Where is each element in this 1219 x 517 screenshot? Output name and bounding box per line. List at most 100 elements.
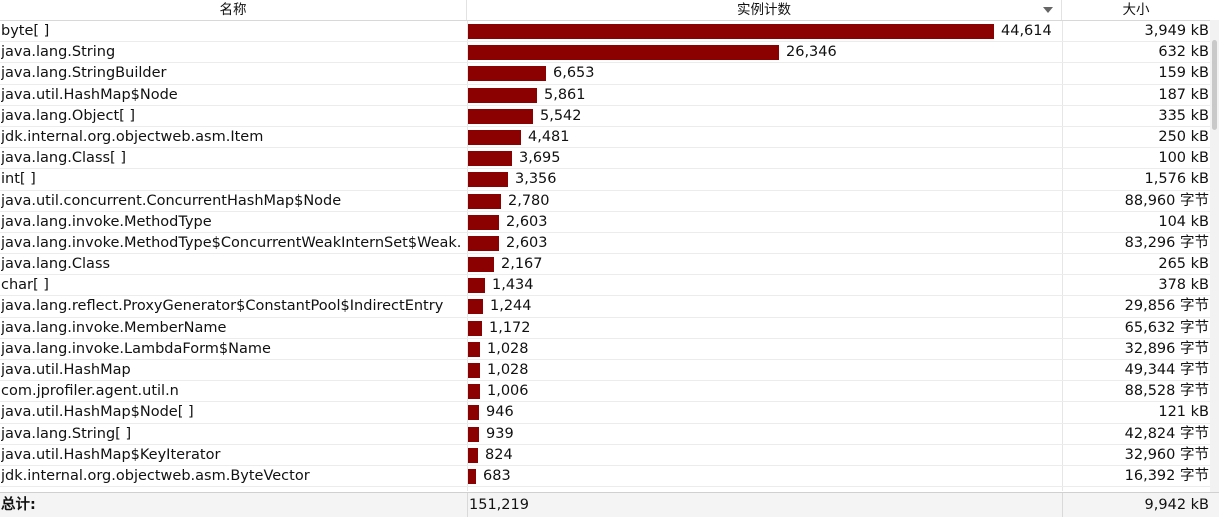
table-row[interactable]: jdk.internal.org.objectweb.asm.Item 4,481… [0,127,1210,149]
class-name: java.lang.invoke.MemberName [1,319,227,336]
column-header-count-label: 实例计数 [737,2,791,18]
table-row[interactable]: java.util.concurrent.ConcurrentHashMap$N… [0,191,1210,212]
class-name: java.util.HashMap$Node[ ] [1,404,194,421]
instance-count-bar [468,24,994,39]
table-row[interactable]: com.jprofiler.agent.util.n 1,006 88,528 字节 [0,381,1210,403]
table-row[interactable]: java.lang.reflect.ProxyGenerator$Constan… [0,296,1210,318]
class-name: byte[ ] [1,23,50,39]
instance-table-body: byte[ ] 44,614 3,949 kB java.lang.String 26,… [0,21,1210,491]
instance-count-bar [468,341,480,357]
table-row[interactable]: java.util.HashMap$KeyIterator 824 32,960 字… [0,445,1210,466]
vertical-scrollbar[interactable] [1210,20,1219,492]
instance-count-value: 2,603 [506,213,548,230]
table-row[interactable]: java.lang.String[ ] 939 42,824 字节 [0,424,1210,445]
class-name: jdk.internal.org.objectweb.asm.ByteVecto… [1,467,310,484]
size-value: 121 kB [1158,404,1209,421]
class-name: java.lang.Class [1,256,111,273]
instance-count-bar [468,320,482,336]
size-value: 65,632 字节 [1124,319,1209,336]
instance-count-bar [468,405,479,421]
table-row[interactable]: java.lang.invoke.MethodType$ConcurrentWe… [0,233,1210,255]
size-value: 335 kB [1158,107,1209,124]
table-row[interactable]: java.lang.Object[ ] 5,542 335 kB [0,106,1210,127]
size-value: 187 kB [1158,86,1209,103]
instance-count-bar [468,214,499,230]
size-value: 104 kB [1158,213,1209,230]
instance-count-bar [468,129,521,145]
class-name: java.util.HashMap$Node [1,86,178,103]
column-header-instance-count[interactable]: 实例计数 [467,0,1062,20]
table-row[interactable]: java.lang.Class 2,167 265 kB [0,254,1210,276]
size-value: 32,896 字节 [1124,340,1209,357]
table-row[interactable]: java.lang.Class[ ] 3,695 100 kB [0,148,1210,170]
instance-count-value: 946 [486,404,514,421]
table-row[interactable]: int[ ] 3,356 1,576 kB [0,169,1210,191]
instance-count-value: 3,356 [515,171,557,188]
instance-count-value: 2,603 [506,234,548,251]
size-value: 42,824 字节 [1124,425,1209,442]
class-name: java.lang.String [1,44,116,61]
totals-count: 151,219 [469,497,529,513]
class-name: com.jprofiler.agent.util.n [1,383,179,400]
instance-count-bar [468,66,546,82]
instance-count-value: 1,244 [490,298,532,315]
size-value: 3,949 kB [1144,23,1209,39]
table-row[interactable]: java.util.HashMap$Node 5,861 187 kB [0,85,1210,106]
class-name: java.lang.Object[ ] [1,107,136,124]
class-name: char[ ] [1,277,49,294]
size-value: 83,296 字节 [1124,234,1209,251]
size-value: 16,392 字节 [1124,467,1209,484]
instance-count-value: 1,434 [492,277,534,294]
column-header-size[interactable]: 大小 [1062,0,1210,20]
column-header-size-label: 大小 [1122,2,1150,18]
table-row[interactable]: java.lang.StringBuilder 6,653 159 kB [0,63,1210,85]
instance-count-value: 1,172 [489,319,531,336]
table-row[interactable]: byte[ ] 44,614 3,949 kB [0,21,1210,43]
instance-count-value: 824 [485,446,513,463]
table-row[interactable]: char[ ] 1,434 378 kB [0,275,1210,297]
instance-count-value: 6,653 [553,65,595,82]
class-name: java.lang.StringBuilder [1,65,167,82]
class-name: int[ ] [1,171,36,188]
instance-count-bar [468,447,478,463]
instance-count-bar [468,193,501,209]
class-name: java.lang.String[ ] [1,425,132,442]
sort-descending-icon[interactable] [1043,7,1053,13]
column-header-name[interactable]: 名称 [0,0,467,20]
size-value: 632 kB [1158,44,1209,61]
size-value: 250 kB [1158,128,1209,145]
size-value: 378 kB [1158,277,1209,294]
class-name: java.lang.reflect.ProxyGenerator$Constan… [1,298,444,315]
class-name: java.lang.invoke.LambdaForm$Name [1,340,271,357]
totals-size: 9,942 kB [1144,497,1209,513]
column-divider [1062,21,1063,491]
table-row[interactable]: java.lang.invoke.LambdaForm$Name 1,028 32,… [0,339,1210,360]
instance-count-value: 5,542 [540,107,582,124]
table-row[interactable]: java.lang.String 26,346 632 kB [0,42,1210,64]
instance-count-value: 1,006 [487,383,529,400]
column-divider [467,21,468,491]
instance-count-value: 683 [483,467,511,484]
instance-count-value: 2,780 [508,192,550,209]
instance-count-bar [468,87,537,103]
size-value: 88,960 字节 [1124,192,1209,209]
column-divider [467,493,468,517]
instance-count-bar [468,235,499,251]
totals-label: 总计: [1,497,36,513]
instance-count-bar [468,172,508,188]
class-name: jdk.internal.org.objectweb.asm.Item [1,128,264,145]
instance-count-bar [468,108,533,124]
instance-count-value: 1,028 [487,362,529,378]
scrollbar-thumb[interactable] [1212,40,1217,130]
instance-count-value: 44,614 [1001,23,1052,39]
instance-count-bar [468,151,512,167]
instance-count-bar [468,257,494,273]
table-row[interactable]: java.util.HashMap$Node[ ] 946 121 kB [0,402,1210,424]
table-row[interactable]: jdk.internal.org.objectweb.asm.ByteVecto… [0,466,1210,488]
instance-count-value: 5,861 [544,86,586,103]
table-row[interactable]: java.lang.invoke.MethodType 2,603 104 kB [0,212,1210,233]
table-row[interactable]: java.lang.invoke.MemberName 1,172 65,632 字… [0,318,1210,339]
size-value: 32,960 字节 [1124,446,1209,463]
table-row[interactable]: java.util.HashMap 1,028 49,344 字节 [0,360,1210,382]
size-value: 1,576 kB [1144,171,1209,188]
